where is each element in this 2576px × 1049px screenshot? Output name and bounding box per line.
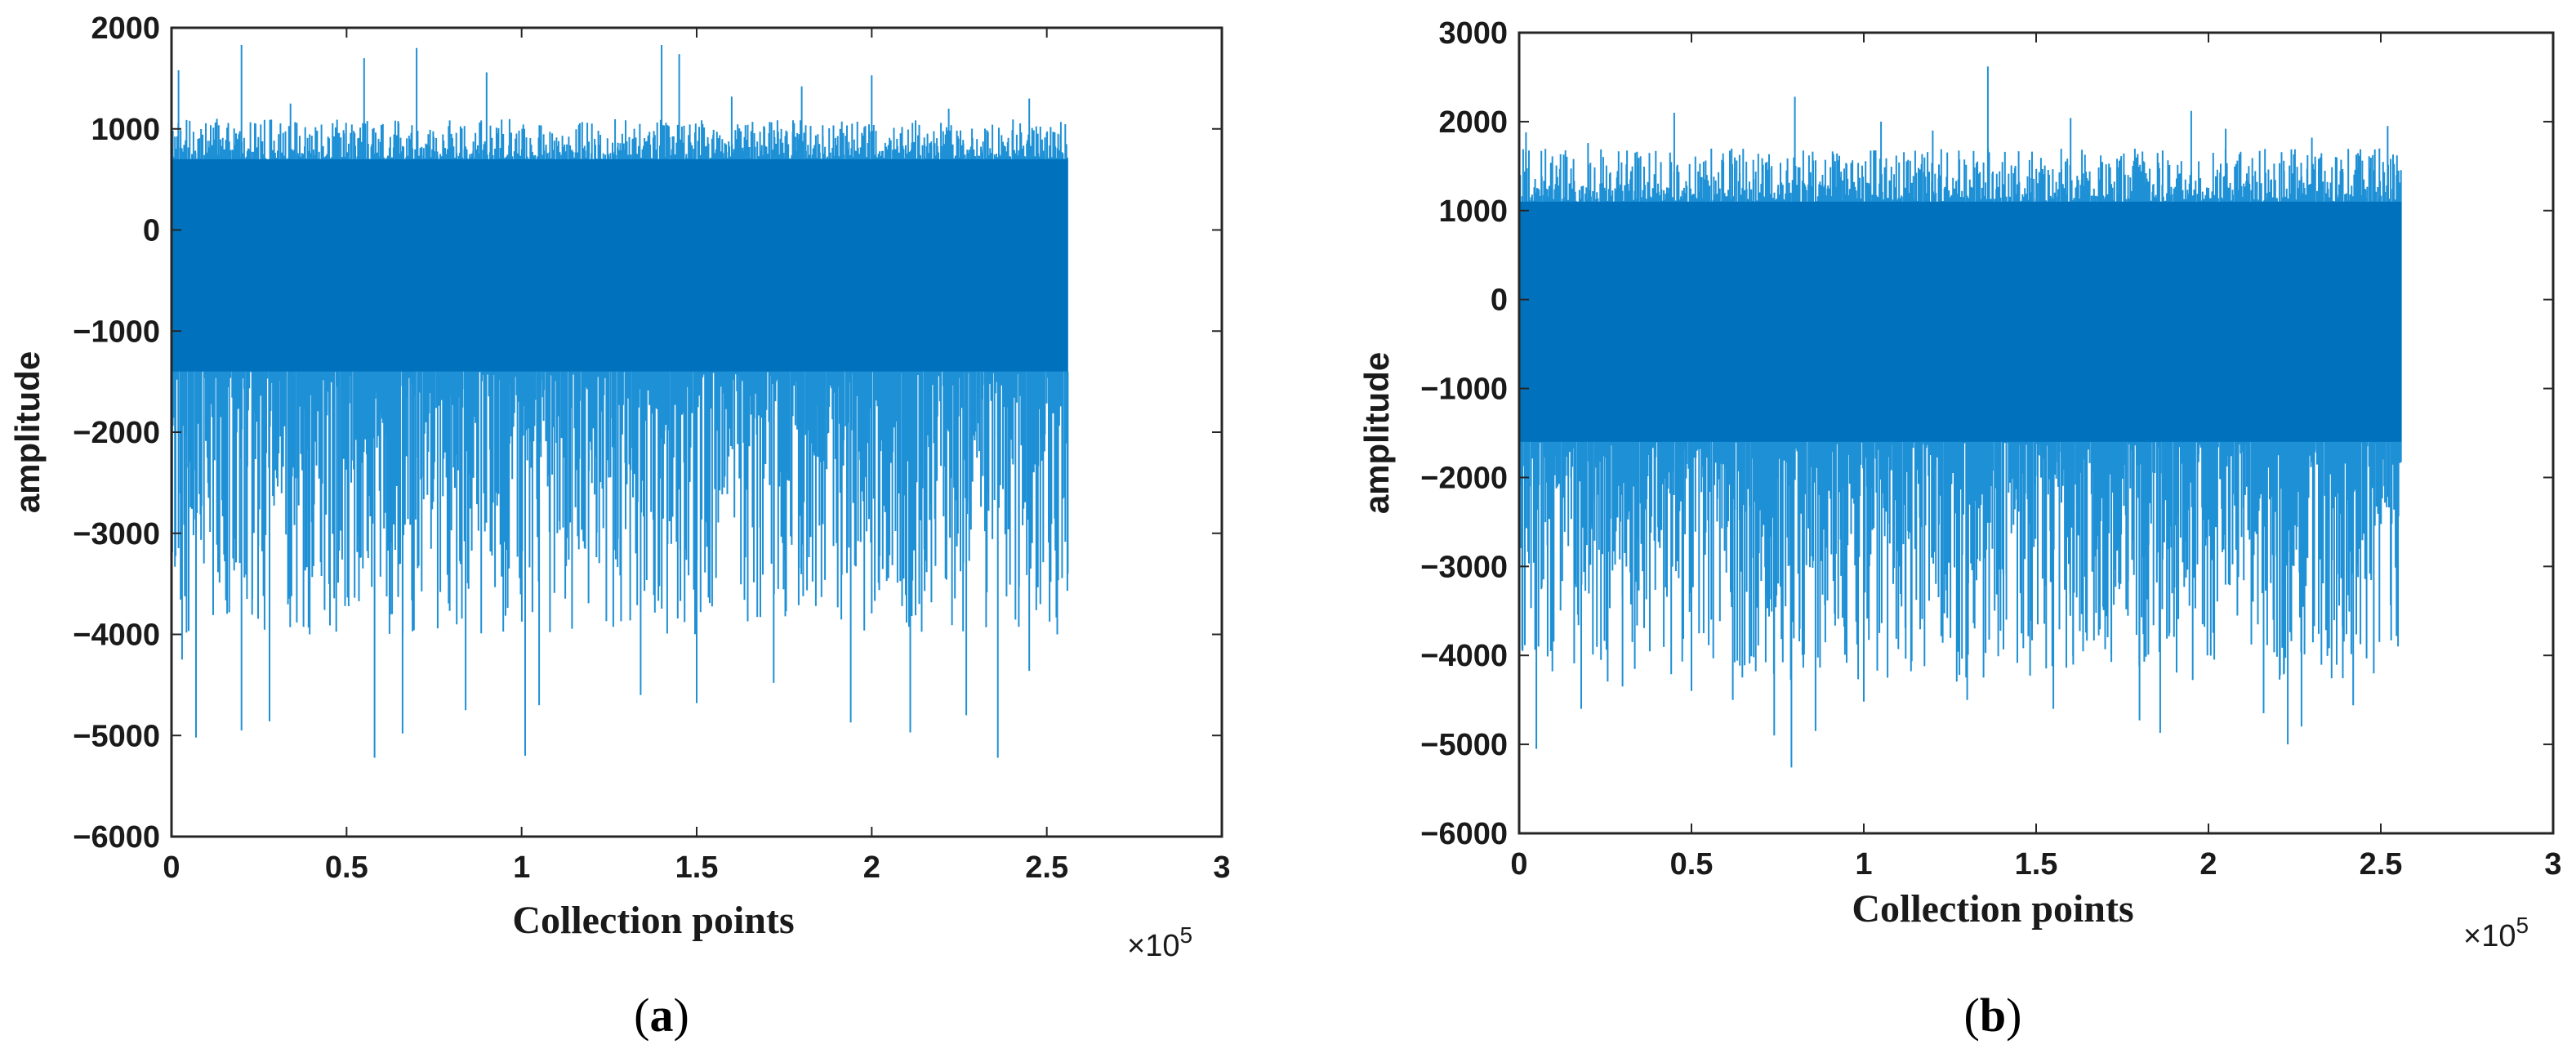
y-tick-labels-a: 2000 1000 0 −1000 −2000 −3000 −4000 −5000 −6000: [73, 11, 1222, 855]
y-tick-label: 2000: [1438, 105, 1508, 140]
y-tick-label: 3000: [1438, 16, 1508, 51]
panel-caption-a: (a): [634, 989, 689, 1042]
y-tick-label: −4000: [1420, 639, 1508, 673]
signal-dense-band-b: [1519, 201, 2402, 442]
y-tick-label: −4000: [73, 618, 160, 653]
x-tick-label: 3: [1213, 850, 1230, 885]
plot-area-a: [171, 45, 1069, 758]
x-tick-label: 2: [2199, 847, 2217, 882]
panel-caption-letter-b: b: [1980, 989, 2006, 1042]
x-exponent-base-a: ×10: [1127, 929, 1179, 963]
panel-caption-letter-a: a: [650, 989, 674, 1042]
signal-spikes-a: [171, 45, 1069, 758]
x-axis-label-a: Collection points: [512, 899, 794, 942]
x-tick-label: 1.5: [675, 850, 719, 885]
x-tick-label: 0: [163, 850, 180, 885]
y-tick-label: −1000: [1420, 373, 1508, 407]
x-tick-labels-a: 0 0.5 1 1.5 2 2.5 3: [163, 28, 1231, 885]
y-tick-label: −2000: [1420, 461, 1508, 495]
x-exponent-label-a: ×105: [1127, 922, 1192, 963]
y-tick-label: −5000: [73, 719, 160, 753]
x-tick-label: 0.5: [325, 850, 368, 885]
signal-dense-band-a: [172, 158, 1068, 372]
x-exponent-power-a: 5: [1179, 922, 1192, 948]
y-tick-label: 2000: [91, 11, 160, 46]
y-tick-label: −1000: [73, 315, 160, 349]
x-tick-label: 2.5: [1025, 850, 1068, 885]
y-tick-label: 0: [1491, 283, 1508, 318]
x-axis-label-b: Collection points: [1852, 887, 2133, 931]
y-tick-label: −6000: [73, 820, 160, 855]
y-tick-label: −2000: [73, 416, 160, 450]
y-tick-label: 0: [143, 214, 160, 248]
x-tick-label: 2.5: [2360, 847, 2403, 882]
x-tick-labels-b: 0 0.5 1 1.5 2 2.5 3: [1510, 33, 2562, 882]
x-tick-label: 2: [863, 850, 880, 885]
x-tick-label: 1.5: [2015, 847, 2058, 882]
x-exponent-base-b: ×10: [2463, 919, 2516, 953]
y-axis-label-b: amplitude: [1357, 352, 1396, 514]
y-tick-label: 1000: [91, 113, 160, 147]
chart-panel-a: 200010000−1000−2000−3000−4000−5000−6000 …: [8, 11, 1231, 1042]
y-tick-label: −3000: [73, 517, 160, 551]
x-tick-label: 1: [1855, 847, 1872, 882]
x-tick-label: 0: [1510, 847, 1527, 882]
plot-area-b: [1518, 66, 2402, 768]
y-axis-label-a: amplitude: [8, 351, 47, 513]
x-exponent-label-b: ×105: [2463, 913, 2529, 953]
y-tick-label: 1000: [1438, 194, 1508, 229]
y-tick-labels-b: 3000 2000 1000 0 −1000 −2000 −3000 −4000 −5000 −6…: [1420, 16, 2553, 851]
y-tick-label: −3000: [1420, 550, 1508, 584]
x-tick-label: 1: [513, 850, 530, 885]
chart-panel-b: 3000 2000 1000 0 −1000 −2000 −3000 −4000 −5000 −6…: [1357, 16, 2562, 1042]
panel-caption-b: (b): [1964, 989, 2022, 1042]
x-exponent-power-b: 5: [2516, 913, 2529, 938]
y-tick-label: −5000: [1420, 728, 1508, 762]
x-tick-label: 0.5: [1670, 847, 1714, 882]
x-tick-label: 3: [2544, 847, 2561, 882]
y-tick-label: −6000: [1420, 817, 1508, 851]
